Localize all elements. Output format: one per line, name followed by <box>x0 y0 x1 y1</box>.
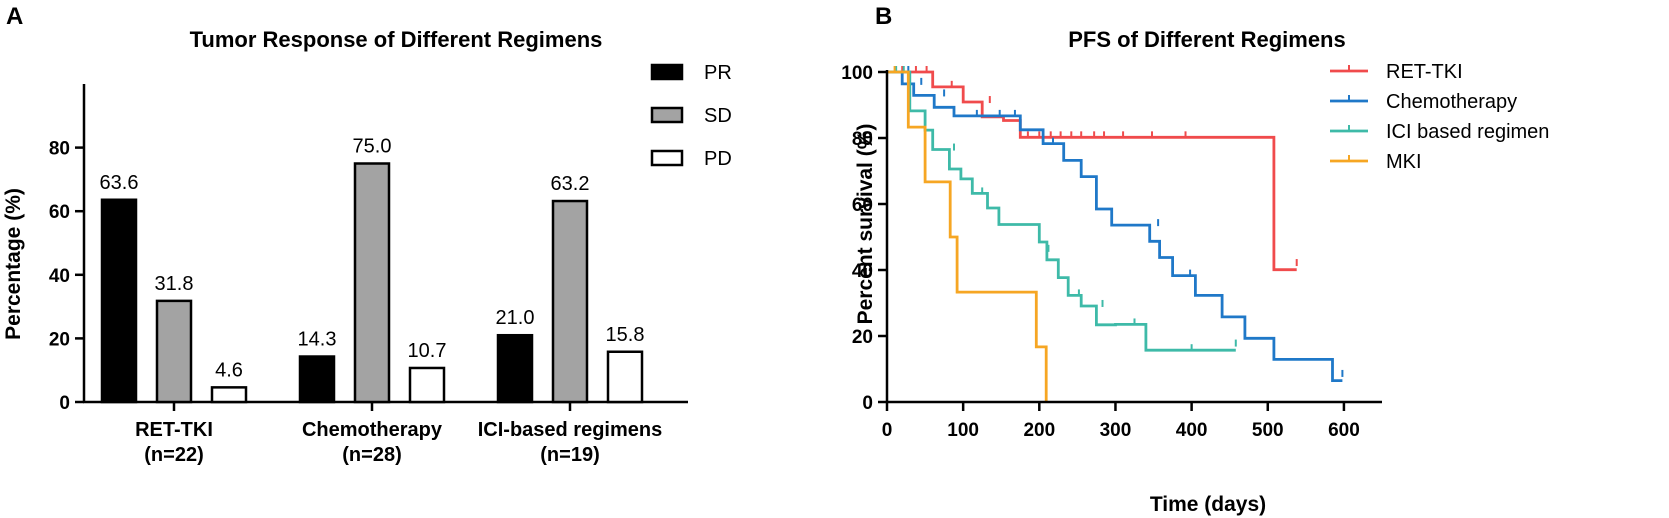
category-label: Chemotherapy <box>302 419 443 441</box>
bar-value-label: 75.0 <box>353 136 392 158</box>
chart-b-x-tick-label: 100 <box>947 420 979 441</box>
chart-a-y-tick-label: 80 <box>49 139 70 160</box>
km-curve-ret-tki <box>887 70 1297 272</box>
bar-pd <box>408 366 446 404</box>
chart-b-ylabel: Percent survival (%) <box>854 124 877 325</box>
chart-b-x-tick-label: 200 <box>1023 420 1055 441</box>
bar-value-label: 14.3 <box>298 329 337 351</box>
category-label: ICI-based regimens <box>478 419 663 441</box>
km-curve-chemotherapy <box>887 70 1343 382</box>
chart-b-x-tick-label: 500 <box>1252 420 1284 441</box>
chart-b-title: PFS of Different Regimens <box>1068 27 1345 52</box>
category-n-label: (n=19) <box>540 444 599 466</box>
chart-b-x-tick-label: 0 <box>882 420 893 441</box>
panel-a-letter: A <box>6 3 23 30</box>
bar-pr <box>496 333 534 404</box>
panel-b-letter: B <box>875 3 892 30</box>
legend-label-ret-tki: RET-TKI <box>1386 61 1463 83</box>
bar-value-label: 63.6 <box>100 172 139 194</box>
chart-b-y-tick-label: 60 <box>852 195 873 216</box>
bar-pr <box>298 355 336 404</box>
legend-swatch-pd <box>650 149 684 167</box>
chart-a-y-tick-label: 20 <box>49 329 70 350</box>
bar-value-label: 21.0 <box>496 307 535 329</box>
chart-b-x-tick-label: 300 <box>1100 420 1132 441</box>
bar-pd <box>210 386 248 404</box>
legend-label-chemotherapy: Chemotherapy <box>1386 91 1517 113</box>
bar-value-label: 4.6 <box>215 359 243 381</box>
bar-sd <box>353 162 391 404</box>
bar-value-label: 15.8 <box>606 324 645 346</box>
chart-b-xlabel: Time (days) <box>1150 493 1266 516</box>
legend-label-ici-based-regimen: ICI based regimen <box>1386 121 1549 143</box>
bar-value-label: 31.8 <box>155 273 194 295</box>
bar-value-label: 10.7 <box>408 340 447 362</box>
bar-pr <box>100 198 138 404</box>
bar-sd <box>155 299 193 404</box>
chart-a-plot: 0 20 40 60 80 63.6 14.3 21.0 31.8 75.0 63.2 4.6 10.7… <box>49 62 732 466</box>
category-label: RET-TKI <box>135 419 213 441</box>
chart-b-y-tick-label: 80 <box>852 129 873 150</box>
legend-swatch-sd <box>650 106 684 124</box>
km-curve-mki <box>887 70 1048 402</box>
chart-b-y-tick-label: 100 <box>841 63 873 84</box>
chart-a-title: Tumor Response of Different Regimens <box>190 27 603 52</box>
chart-b-y-tick-label: 0 <box>862 393 873 414</box>
km-curve-ici-based-regimen <box>887 70 1236 352</box>
category-n-label: (n=28) <box>342 444 401 466</box>
chart-b-x-tick-label: 600 <box>1328 420 1360 441</box>
chart-a-y-tick-label: 60 <box>49 202 70 223</box>
bar-pd <box>606 350 644 404</box>
chart-b-y-tick-label: 20 <box>852 327 873 348</box>
chart-a-y-tick-label: 40 <box>49 266 70 287</box>
category-n-label: (n=22) <box>144 444 203 466</box>
chart-b-x-tick-label: 400 <box>1176 420 1208 441</box>
chart-b-plot: 0 20 40 60 80 100 0 100 200 300 400 500 600 RET-TKI Ch… <box>841 61 1549 441</box>
legend-label-pd: PD <box>704 148 732 170</box>
chart-b-y-tick-label: 40 <box>852 261 873 282</box>
legend-swatch-pr <box>650 63 684 81</box>
legend-label-sd: SD <box>704 105 732 127</box>
bar-sd <box>551 199 589 404</box>
legend-label-mki: MKI <box>1386 151 1422 173</box>
chart-a-y-tick-label: 0 <box>59 393 70 414</box>
chart-a-ylabel: Percentage (%) <box>2 188 25 340</box>
bar-value-label: 63.2 <box>551 173 590 195</box>
legend-label-pr: PR <box>704 62 732 84</box>
